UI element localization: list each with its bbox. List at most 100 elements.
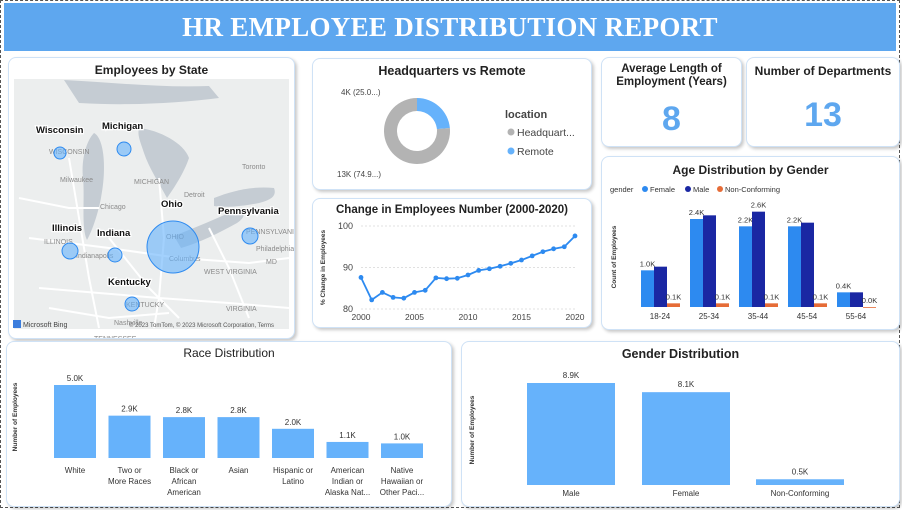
state-label: Illinois [52,223,82,234]
race-x-tick: Native [391,466,414,475]
donut-legend-title: location [505,109,547,121]
line-y-axis-label: % Change in Employees [320,230,327,306]
tenure-kpi-value: 8 [662,100,681,138]
basemap-label: MD [266,259,277,266]
line-point [519,257,524,263]
age-bar [667,303,680,307]
age-bar [690,219,703,307]
race-x-tick: More Races [108,477,151,486]
age-bar [788,226,801,307]
age-y-axis-label: Count of Employees [611,225,618,288]
basemap-label: TENNESSEE [94,336,137,338]
line-point [454,275,460,281]
lake-ontario [214,187,275,207]
age-bar [837,292,850,307]
gender-data-label: 8.9K [563,371,580,380]
line-point [561,244,567,250]
basemap-label: Indianapolis [76,253,114,260]
donut-legend-label: Remote [517,146,554,158]
age-legend-label: Male [693,185,709,194]
departments-kpi-card[interactable]: Number of Departments 13 [746,57,900,147]
hq-remote-card[interactable]: Headquarters vs Remote 4K (25.0...) 13K (… [312,58,592,190]
map-credit[interactable]: © 2023 TomTom, © 2023 Microsoft Corporat… [128,323,274,329]
race-title: Race Distribution [183,346,275,360]
race-data-label: 2.8K [176,406,193,415]
line-point [369,297,375,303]
state-label: Kentucky [108,277,151,288]
line-x-tick: 2000 [352,312,371,322]
race-bar [381,443,423,458]
race-bar [54,385,96,458]
gender-bar-chart[interactable]: Number of Employees 8.9K Male 8.1K Female 0.5… [462,342,899,506]
basemap-label: WEST VIRGINIA [204,269,257,276]
age-bar [765,303,778,307]
employee-change-line-chart[interactable]: 80 90 100 2000 2005 2010 2015 2020 % Change in E… [313,199,591,327]
state-bubble [53,146,67,160]
bing-logo-text: Microsoft Bing [23,322,68,329]
basemap-label: Philadelphia [256,246,294,253]
line-y-tick: 100 [338,221,353,231]
state-bubble [107,247,123,263]
gender-x-tick: Female [673,489,700,498]
race-bar [326,441,369,458]
age-data-label: 2.4K [689,208,704,217]
hq-remote-title: Headquarters vs Remote [378,64,526,78]
age-legend-title: gender [610,185,634,194]
age-data-label: 0.1K [715,292,730,301]
hq-remote-donut-chart[interactable]: 4K (25.0...)13K (74.9...)locationHeadqua… [313,59,591,189]
line-point [380,290,385,295]
lake-michigan [82,133,105,240]
donut-legend-marker [507,128,515,136]
line-point [476,268,482,273]
line-point [444,276,449,282]
tenure-kpi-card[interactable]: Average Length of Employment (Years) 8 [601,57,742,147]
state-label: Pennsylvania [218,206,279,217]
map-card[interactable]: Employees by State WISCONSIN Milwaukee MIC… [8,57,295,339]
race-bar [108,415,151,458]
age-bar [739,226,752,307]
age-bar [703,215,716,307]
line-x-tick: 2005 [405,312,424,322]
age-bar [752,211,765,307]
state-bubble [116,141,132,157]
line-y-tick: 90 [343,263,353,273]
age-gender-bar-chart[interactable]: gender Female Male Non-Conforming Count of E… [602,157,899,329]
basemap-label: WISCONSIN [49,149,89,156]
map-title: Employees by State [94,63,209,77]
age-legend-marker [717,186,723,192]
race-x-tick: Black or [170,466,199,475]
donut-legend-marker [507,147,515,155]
age-data-label: 2.2K [787,215,802,224]
line-x-tick: 2015 [512,312,531,322]
race-x-tick: White [65,466,86,475]
race-bar-chart[interactable]: Number of Employees 5.0K White 2.9K Two or Mo… [7,342,451,506]
basemap-label: Toronto [242,164,265,171]
gender-card[interactable]: Gender Distribution Number of Employees 8… [461,341,900,507]
race-x-tick: American [167,488,201,497]
basemap-label: PENNSYLVANIA [246,229,294,236]
race-x-tick: American [331,466,365,475]
age-bar [641,270,654,307]
age-legend-label: Non-Conforming [725,185,780,194]
bing-logo-icon [13,320,21,328]
race-bar [163,417,205,458]
race-x-tick: Latino [282,477,304,486]
age-gender-card[interactable]: Age Distribution by Gender gender Female M… [601,156,900,330]
line-x-tick: 2020 [566,312,585,322]
line-point [540,249,546,255]
age-data-label: 0.1K [666,292,681,301]
donut-label-remote: 4K (25.0...) [341,88,381,97]
race-card[interactable]: Race Distribution Number of Employees 5.0… [6,341,452,507]
employee-change-card[interactable]: Change in Employees Number (2000-2020) 8… [312,198,592,328]
state-label: Michigan [102,121,143,132]
age-legend-marker [685,186,691,192]
donut-slice-remote [417,98,450,130]
state-bubble [124,296,140,312]
line-point [465,272,471,278]
race-data-label: 2.0K [285,418,302,427]
race-x-tick: Hispanic or [273,466,313,475]
state-map[interactable]: WISCONSIN Milwaukee MICHIGAN Chicago Toronto… [9,58,294,338]
line-point [358,275,364,280]
map-road [208,227,250,319]
age-data-label: 2.2K [738,215,753,224]
